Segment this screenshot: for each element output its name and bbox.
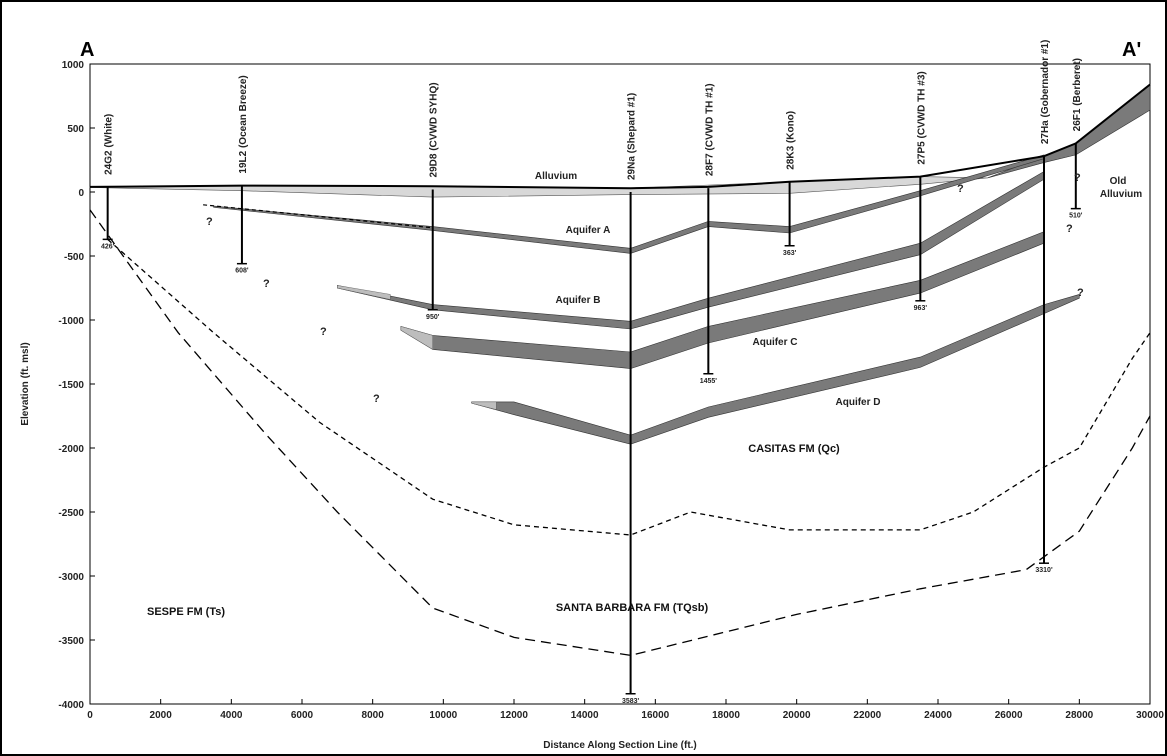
well-column: 19L2 (Ocean Breeze) 608' <box>235 75 249 274</box>
x-tick-label: 20000 <box>783 710 811 721</box>
query-mark: ? <box>1074 172 1081 184</box>
y-tick-label: 0 <box>78 188 84 199</box>
x-tick-label: 6000 <box>291 710 314 721</box>
x-tick-label: 16000 <box>641 710 669 721</box>
query-mark: ? <box>957 183 964 195</box>
query-mark: ? <box>206 216 213 228</box>
sespe-formation-label: SESPE FM (Ts) <box>147 606 225 618</box>
well-name-label: 27P5 (CVWD TH #3) <box>916 71 927 164</box>
y-tick-label: -500 <box>64 252 84 263</box>
x-tick-label: 2000 <box>150 710 173 721</box>
query-mark: ? <box>320 326 327 338</box>
well-depth-label: 950' <box>426 314 440 321</box>
well-depth-label: 608' <box>235 268 249 275</box>
y-tick-label: -3500 <box>58 636 84 647</box>
y-tick-label: -2500 <box>58 508 84 519</box>
old-alluvium-label-line2: Alluvium <box>1100 189 1142 200</box>
well-depth-label: 3310' <box>1035 567 1053 574</box>
well-column: 24G2 (White) 426' <box>101 114 115 251</box>
aquifer-b-pinchout <box>337 285 390 299</box>
y-tick-label: -1000 <box>58 316 84 327</box>
x-tick-label: 12000 <box>500 710 528 721</box>
aquifer-c-pinchout <box>401 326 433 349</box>
well-name-label: 28F7 (CVWD TH #1) <box>704 83 715 176</box>
well-depth-label: 510' <box>1069 213 1083 220</box>
y-tick-label: -4000 <box>58 700 84 711</box>
well-name-label: 26F1 (Berberet) <box>1072 58 1083 131</box>
aquifer-c-label: Aquifer C <box>753 337 798 348</box>
santa-barbara-formation-label: SANTA BARBARA FM (TQsb) <box>556 602 709 614</box>
y-tick-label: -1500 <box>58 380 84 391</box>
well-column: 29D8 (CVWD SYHQ) 950' <box>426 82 440 320</box>
x-tick-label: 10000 <box>429 710 457 721</box>
well-depth-label: 3583' <box>622 698 640 705</box>
y-tick-label: -3000 <box>58 572 84 583</box>
query-mark: ? <box>1066 223 1073 235</box>
well-depth-label: 426' <box>101 243 115 250</box>
x-tick-label: 22000 <box>853 710 881 721</box>
x-tick-label: 18000 <box>712 710 740 721</box>
x-tick-label: 30000 <box>1136 710 1164 721</box>
x-tick-label: 26000 <box>995 710 1023 721</box>
aquifer-a-label: Aquifer A <box>566 225 611 236</box>
well-depth-label: 363' <box>783 250 797 257</box>
x-axis-title: Distance Along Section Line (ft.) <box>543 740 697 751</box>
well-depth-label: 963' <box>914 305 928 312</box>
well-name-label: 19L2 (Ocean Breeze) <box>238 75 249 173</box>
x-tick-label: 0 <box>87 710 93 721</box>
aquifer-d-pinchout <box>472 402 497 410</box>
well-name-label: 29D8 (CVWD SYHQ) <box>429 82 440 177</box>
casitas-formation-label: CASITAS FM (Qc) <box>748 443 840 455</box>
y-axis-title: Elevation (ft. msl) <box>20 342 31 425</box>
x-tick-label: 24000 <box>924 710 952 721</box>
query-mark: ? <box>263 278 270 290</box>
x-tick-label: 4000 <box>220 710 243 721</box>
section-end-label: A' <box>1122 39 1141 61</box>
query-mark: ? <box>1077 287 1084 299</box>
aquifer-b-label: Aquifer B <box>556 295 601 306</box>
x-tick-label: 8000 <box>362 710 385 721</box>
x-tick-label: 28000 <box>1065 710 1093 721</box>
alluvium-label: Alluvium <box>535 171 577 182</box>
aquifer-d-label: Aquifer D <box>836 397 881 408</box>
section-start-label: A <box>80 39 94 61</box>
query-mark: ? <box>373 393 380 405</box>
well-name-label: 29Na (Shepard #1) <box>627 93 638 180</box>
y-tick-label: -2000 <box>58 444 84 455</box>
well-name-label: 28K3 (Kono) <box>786 111 797 170</box>
y-tick-label: 1000 <box>62 60 85 71</box>
geologic-layers <box>90 85 1150 445</box>
well-name-label: 27Ha (Gobernador #1) <box>1040 40 1051 144</box>
well-depth-label: 1455' <box>700 378 718 385</box>
old-alluvium-label-line1: Old <box>1110 176 1127 187</box>
y-tick-label: 500 <box>67 124 84 135</box>
x-tick-label: 14000 <box>571 710 599 721</box>
well-name-label: 24G2 (White) <box>104 114 115 175</box>
